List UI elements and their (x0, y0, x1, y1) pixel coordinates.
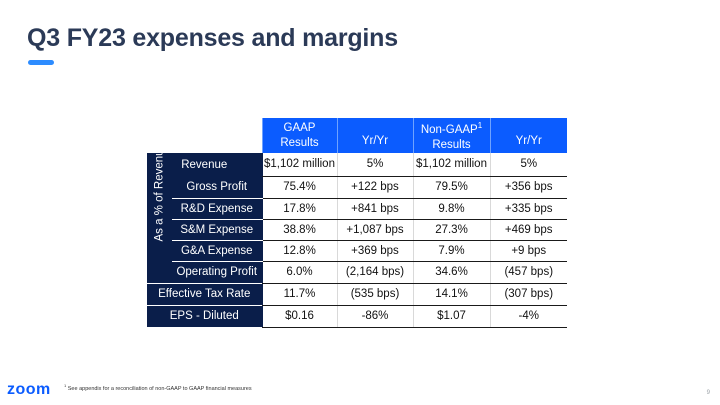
header-gaap-yr: Yr/Yr (336, 118, 413, 153)
cell-gaap-yr: (2,164 bps) (336, 261, 413, 284)
row-label-sm-expense: S&M Expense (172, 219, 262, 241)
row-label-rd-expense: R&D Expense (172, 198, 262, 220)
cell-nongaap-yr: (457 bps) (489, 261, 567, 284)
row-label-ga-expense: G&A Expense (172, 240, 262, 262)
cell-gaap: 17.8% (261, 198, 337, 220)
header-nongaap-results: Non-GAAP1 Results (412, 118, 490, 153)
table-row: Operating Profit 6.0% (2,164 bps) 34.6% … (147, 261, 567, 284)
cell-nongaap: 34.6% (412, 261, 490, 284)
cell-gaap-yr: +122 bps (336, 176, 413, 199)
cell-gaap: $1,102 million (261, 153, 337, 177)
cell-nongaap: $1.07 (412, 305, 490, 328)
header-gaap-results: GAAP Results (261, 118, 337, 153)
row-label-revenue: Revenue (147, 153, 262, 176)
cell-gaap: 75.4% (261, 176, 337, 199)
cell-nongaap-yr: +469 bps (489, 219, 567, 241)
row-label-eps-diluted: EPS - Diluted (147, 304, 262, 327)
row-label-gross-profit: Gross Profit (172, 176, 262, 199)
row-label-operating-profit: Operating Profit (172, 261, 262, 283)
cell-gaap-yr: 5% (336, 153, 413, 177)
page-number: 9 (706, 390, 710, 396)
cell-nongaap-yr: -4% (489, 305, 567, 328)
table-row: As a % of Revenue Gross Profit 75.4% +12… (147, 143, 567, 283)
cell-nongaap: 9.8% (412, 198, 490, 220)
cell-gaap: 38.8% (261, 219, 337, 241)
table-row: Effective Tax Rate 11.7% (535 bps) 14.1%… (147, 282, 567, 306)
table-row: S&M Expense 38.8% +1,087 bps 27.3% +469 … (147, 219, 567, 241)
footnote: 1 See appendix for a reconciliation of n… (64, 383, 252, 392)
cell-gaap-yr: +1,087 bps (336, 219, 413, 241)
cell-nongaap-yr: 5% (489, 153, 567, 177)
expenses-margins-table: GAAP Results Yr/Yr Non-GAAP1 Results Yr/… (147, 118, 567, 328)
cell-nongaap: 79.5% (412, 176, 490, 199)
title-accent-bar (28, 60, 54, 65)
cell-nongaap-yr: +335 bps (489, 198, 567, 220)
cell-nongaap: $1,102 million (412, 153, 490, 177)
cell-gaap: $0.16 (261, 305, 337, 328)
cell-gaap: 6.0% (261, 261, 337, 284)
cell-gaap-yr: -86% (336, 305, 413, 328)
header-nongaap-yr: Yr/Yr (489, 118, 567, 153)
table-header-row: GAAP Results Yr/Yr Non-GAAP1 Results Yr/… (147, 118, 567, 153)
table-row: Revenue $1,102 million 5% $1,102 million… (147, 153, 567, 177)
table-row: G&A Expense 12.8% +369 bps 7.9% +9 bps (147, 240, 567, 262)
zoom-logo: zoom (7, 381, 51, 398)
cell-nongaap: 14.1% (412, 283, 490, 306)
side-label-percent-of-revenue: As a % of Revenue (147, 143, 172, 283)
cell-nongaap-yr: +356 bps (489, 176, 567, 199)
table-row: R&D Expense 17.8% +841 bps 9.8% +335 bps (147, 198, 567, 220)
cell-nongaap-yr: (307 bps) (489, 283, 567, 306)
table-row: EPS - Diluted $0.16 -86% $1.07 -4% (147, 304, 567, 328)
slide-title: Q3 FY23 expenses and margins (27, 24, 398, 52)
cell-gaap-yr: (535 bps) (336, 283, 413, 306)
cell-gaap-yr: +841 bps (336, 198, 413, 220)
row-label-effective-tax-rate: Effective Tax Rate (147, 282, 262, 305)
cell-nongaap-yr: +9 bps (489, 240, 567, 262)
cell-gaap-yr: +369 bps (336, 240, 413, 262)
cell-nongaap: 27.3% (412, 219, 490, 241)
cell-gaap: 11.7% (261, 283, 337, 306)
cell-nongaap: 7.9% (412, 240, 490, 262)
cell-gaap: 12.8% (261, 240, 337, 262)
